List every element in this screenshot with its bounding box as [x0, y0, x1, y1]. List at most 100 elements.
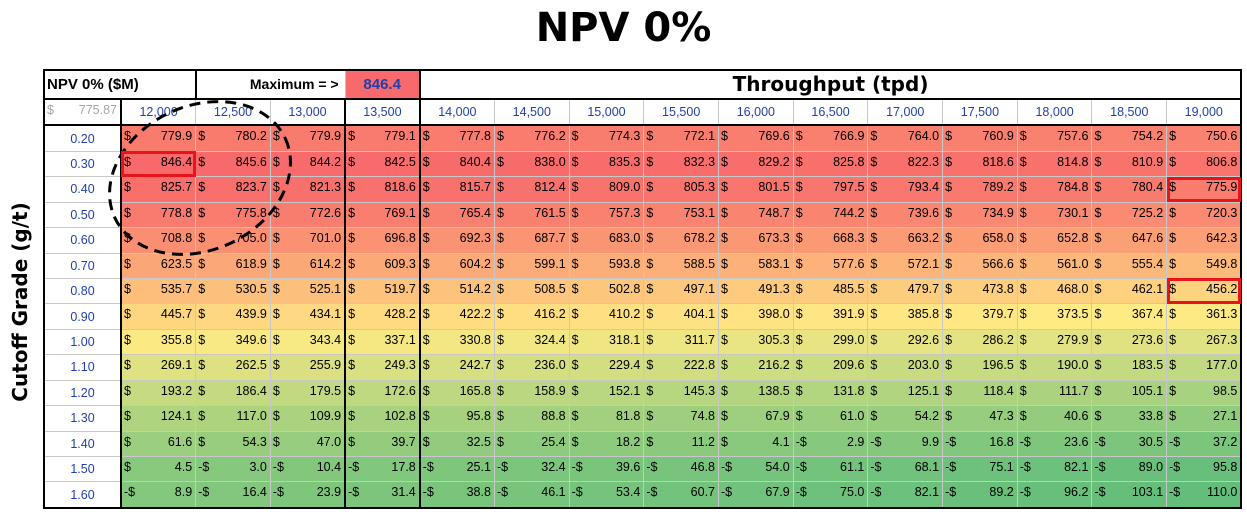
npv-cell: $196.5 [942, 354, 1018, 381]
npv-cell: $138.5 [718, 379, 794, 407]
npv-value: 776.2 [534, 129, 566, 144]
currency-symbol: $ [1169, 154, 1177, 169]
table-row: 1.50 $4.5 -$ 3.0 -$ 10.4 -$ 17.8 -$ 25.1 -$ 32.4 -$ 3… [43, 456, 1243, 483]
currency-symbol: -$ [870, 434, 882, 449]
npv-cell: -$ 16.8 [942, 430, 1018, 458]
npv-cell: $439.9 [195, 303, 271, 330]
npv-cell: $305.3 [718, 328, 794, 356]
npv-cell: $4.1 [718, 430, 794, 458]
npv-value: 68.1 [914, 460, 940, 475]
npv-cell: $318.1 [568, 328, 645, 356]
npv-value: 701.0 [309, 231, 342, 246]
npv-cell: $823.7 [195, 176, 271, 203]
currency-symbol: $ [870, 383, 878, 398]
currency-symbol: $ [1019, 332, 1027, 347]
currency-symbol: $ [795, 383, 803, 398]
npv-value: 305.3 [758, 332, 790, 347]
currency-symbol: $ [795, 205, 803, 220]
npv-value: 30.5 [1138, 434, 1164, 449]
npv-cell: $74.8 [643, 405, 720, 432]
npv-cell: $404.1 [643, 303, 720, 330]
npv-value: 373.5 [1057, 307, 1089, 322]
currency-symbol: $ [795, 129, 803, 144]
npv-value: 53.4 [615, 485, 641, 500]
currency-symbol: $ [348, 307, 356, 322]
npv-cell: -$ 17.8 [344, 456, 421, 483]
currency-symbol: $ [795, 231, 803, 246]
npv-value: 242.7 [459, 358, 491, 373]
currency-symbol: $ [198, 358, 206, 373]
npv-value: 196.5 [982, 358, 1014, 373]
npv-cell: $825.7 [120, 176, 197, 203]
currency-symbol: -$ [1094, 485, 1106, 500]
currency-symbol: $ [646, 256, 654, 271]
npv-cell: $806.8 [1166, 150, 1243, 178]
throughput-header: 12,000 [120, 98, 197, 127]
throughput-header: 18,500 [1091, 98, 1168, 127]
npv-cell: $172.6 [344, 379, 421, 407]
npv-cell: -$ 10.4 [269, 456, 347, 483]
npv-cell: $54.3 [195, 430, 271, 458]
npv-value: 561.0 [1057, 256, 1089, 271]
npv-value: 17.8 [391, 460, 416, 475]
currency-symbol: $ [496, 434, 504, 449]
npv-value: 780.4 [1131, 180, 1164, 195]
currency-symbol: $ [422, 332, 430, 347]
currency-symbol: $ [422, 383, 430, 398]
npv-cell: $519.7 [344, 277, 421, 305]
currency-symbol: $ [272, 205, 280, 220]
npv-value: 774.3 [609, 129, 641, 144]
npv-cell: $330.8 [419, 328, 495, 356]
npv-cell: -$ 68.1 [867, 456, 944, 483]
currency-symbol: -$ [1169, 460, 1181, 475]
npv-value: 593.8 [609, 256, 641, 271]
currency-symbol: $ [272, 154, 280, 169]
currency-symbol: $ [646, 129, 654, 144]
currency-symbol: -$ [870, 460, 882, 475]
npv-cell: -$ 23.6 [1016, 430, 1093, 458]
currency-symbol: $ [571, 383, 579, 398]
npv-cell: $692.3 [419, 227, 495, 254]
currency-symbol: $ [496, 358, 504, 373]
npv-cell: $844.2 [269, 150, 347, 178]
npv-cell: $750.6 [1166, 124, 1243, 152]
currency-symbol: $ [496, 409, 504, 424]
npv-cell: $779.9 [269, 124, 347, 152]
npv-value: 38.8 [466, 485, 491, 500]
npv-value: 158.9 [534, 383, 566, 398]
npv-cell: $774.3 [568, 124, 645, 152]
currency-symbol: $ [422, 231, 430, 246]
currency-symbol: $ [124, 460, 131, 475]
npv-value: 103.1 [1131, 485, 1164, 500]
currency-symbol: -$ [945, 434, 957, 449]
npv-value: 491.3 [758, 281, 790, 296]
currency-symbol: $ [1094, 281, 1102, 296]
npv-cell: $222.8 [643, 354, 720, 381]
npv-value: 777.8 [459, 129, 491, 144]
npv-cell: $780.4 [1091, 176, 1168, 203]
currency-symbol: $ [870, 281, 878, 296]
npv-value: 124.1 [160, 409, 193, 424]
npv-cell: $530.5 [195, 277, 271, 305]
npv-value: 416.2 [534, 307, 566, 322]
npv-cell: $604.2 [419, 252, 495, 279]
npv-value: 273.6 [1131, 332, 1164, 347]
npv-value: 165.8 [459, 383, 491, 398]
page-title: NPV 0% [535, 5, 712, 51]
npv-value: 814.8 [1057, 154, 1089, 169]
npv-cell: $757.3 [568, 201, 645, 229]
currency-symbol: $ [1019, 180, 1027, 195]
npv-value: 599.1 [534, 256, 566, 271]
npv-cell: $152.1 [568, 379, 645, 407]
npv-value: 4.5 [174, 460, 193, 475]
npv-cell: $343.4 [269, 328, 347, 356]
npv-cell: $754.2 [1091, 124, 1168, 152]
npv-cell: $81.8 [568, 405, 645, 432]
currency-symbol: $ [198, 307, 206, 322]
npv-value: 764.0 [907, 129, 940, 144]
npv-value: 330.8 [459, 332, 491, 347]
currency-symbol: $ [348, 434, 356, 449]
currency-symbol: $ [945, 307, 953, 322]
currency-symbol: -$ [1019, 434, 1031, 449]
currency-symbol: $ [496, 281, 504, 296]
